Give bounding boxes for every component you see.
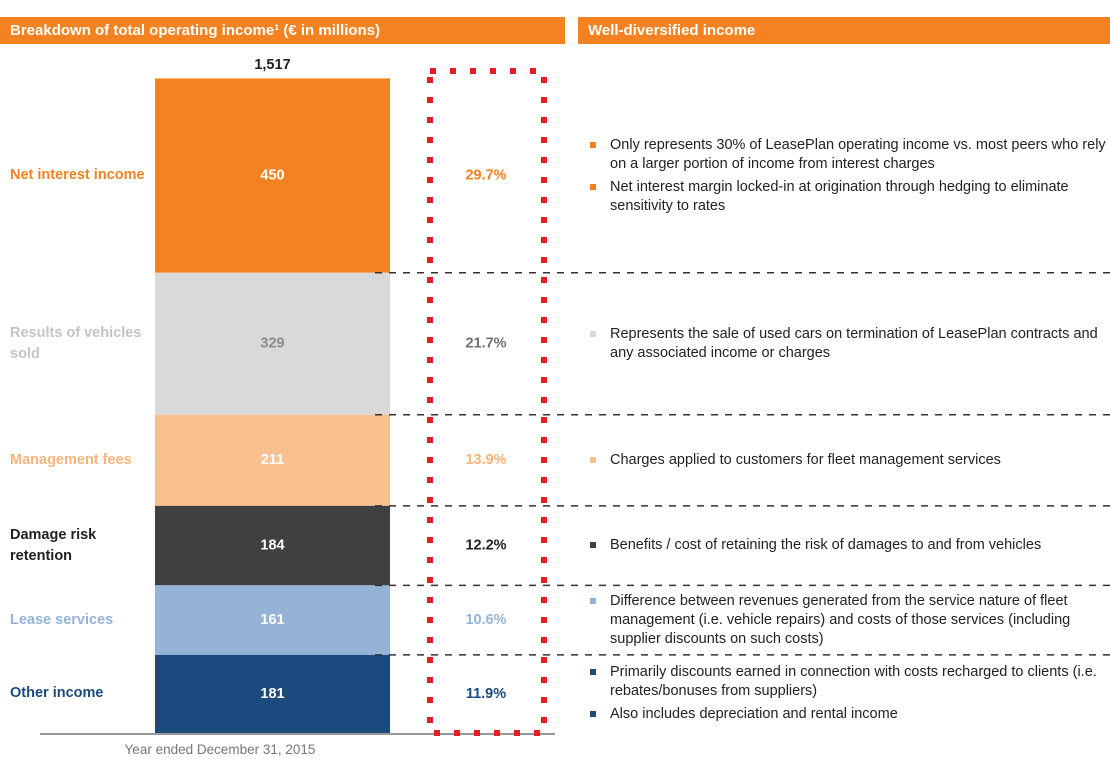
note-group: Benefits / cost of retaining the risk of… bbox=[588, 506, 1108, 585]
category-label: Results of vehicles sold bbox=[10, 273, 150, 415]
category-name: Other income bbox=[10, 685, 104, 702]
category-label: Net interest income bbox=[10, 78, 150, 272]
bullet-marker bbox=[590, 330, 596, 337]
category-name: Results of vehicles sold bbox=[10, 324, 142, 362]
bar-segment bbox=[155, 505, 390, 586]
category-label: Damage risk retention bbox=[10, 506, 150, 585]
bullet-note: Charges applied to customers for fleet m… bbox=[588, 451, 1108, 470]
bullet-note: Primarily discounts earned in connection… bbox=[588, 663, 1108, 701]
note-group: Primarily discounts earned in connection… bbox=[588, 655, 1108, 733]
bullet-note: Difference between revenues generated fr… bbox=[588, 592, 1108, 649]
percent-label: 13.9% bbox=[465, 452, 506, 468]
value-label: 181 bbox=[260, 686, 284, 702]
right-header: Well-diversified income bbox=[578, 17, 1110, 44]
value-label: 184 bbox=[260, 537, 284, 553]
bullet-note: Represents the sale of used cars on term… bbox=[588, 325, 1108, 363]
left-header: Breakdown of total operating income¹ (€ … bbox=[0, 17, 565, 44]
bullet-marker bbox=[590, 542, 596, 549]
category-name: Lease services bbox=[10, 611, 114, 628]
bullet-marker bbox=[590, 669, 596, 676]
bullet-marker bbox=[590, 183, 596, 190]
value-label: 211 bbox=[261, 452, 284, 468]
percent-label: 11.9% bbox=[466, 686, 506, 702]
bar-segment bbox=[155, 78, 390, 273]
bullet-marker bbox=[590, 141, 596, 148]
note-group: Charges applied to customers for fleet m… bbox=[588, 415, 1108, 506]
bar-segment bbox=[155, 654, 390, 733]
category-label: Lease services bbox=[10, 585, 150, 655]
note-group: Only represents 30% of LeasePlan operati… bbox=[588, 78, 1108, 272]
bullet-note: Also includes depreciation and rental in… bbox=[588, 705, 1108, 724]
bar-segment bbox=[155, 272, 390, 415]
bullet-note: Net interest margin locked-in at origina… bbox=[588, 178, 1108, 216]
value-label: 450 bbox=[260, 167, 284, 183]
note-group: Represents the sale of used cars on term… bbox=[588, 273, 1108, 415]
x-category-label: Year ended December 31, 2015 bbox=[124, 742, 316, 757]
bullet-marker bbox=[590, 456, 596, 463]
bullet-marker bbox=[590, 711, 596, 718]
category-name: Net interest income bbox=[10, 167, 145, 184]
category-name: Damage risk retention bbox=[10, 526, 97, 564]
category-label: Other income bbox=[10, 655, 150, 733]
highlight-box bbox=[427, 68, 547, 736]
value-label: 161 bbox=[260, 612, 284, 628]
bar-segment bbox=[155, 585, 390, 655]
percent-label: 12.2% bbox=[465, 537, 506, 553]
percent-label: 21.7% bbox=[465, 336, 506, 352]
bullet-marker bbox=[590, 597, 596, 604]
percent-label: 10.6% bbox=[465, 612, 506, 628]
value-label: 329 bbox=[260, 336, 284, 352]
total-label: 1,517 bbox=[254, 57, 290, 73]
percent-label: 29.7% bbox=[465, 167, 506, 183]
category-name: Management fees bbox=[10, 451, 132, 468]
bar-segment bbox=[155, 414, 390, 506]
bullet-note: Benefits / cost of retaining the risk of… bbox=[588, 536, 1108, 555]
bullet-note: Only represents 30% of LeasePlan operati… bbox=[588, 136, 1108, 174]
note-group: Difference between revenues generated fr… bbox=[588, 585, 1108, 655]
category-label: Management fees bbox=[10, 415, 150, 506]
